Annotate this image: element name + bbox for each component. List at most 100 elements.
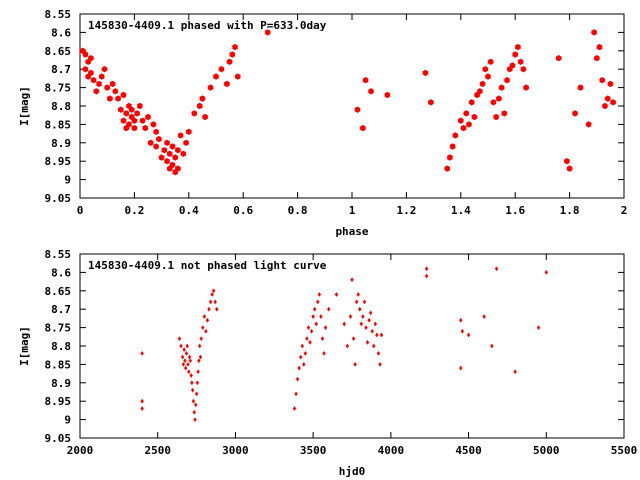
data-point [356, 292, 360, 297]
data-point [161, 147, 168, 154]
data-point [305, 336, 309, 342]
data-point [120, 91, 127, 99]
data-point [364, 325, 368, 330]
y-tick-label: 8.8 [51, 100, 71, 113]
data-point [99, 73, 105, 80]
y-tick-label: 8.75 [45, 82, 72, 95]
data-point [308, 339, 312, 345]
data-point [140, 398, 144, 404]
data-point [156, 135, 162, 143]
data-point [184, 350, 189, 356]
y-tick-label: 8.9 [51, 377, 71, 390]
x-tick-label: 0.4 [179, 204, 199, 217]
data-point [351, 336, 356, 342]
data-point [115, 95, 121, 102]
data-point [460, 328, 465, 334]
data-point [175, 147, 181, 154]
data-point [187, 354, 192, 360]
data-point [158, 154, 165, 161]
plot-frame [79, 13, 625, 199]
x-tick-label: 5500 [611, 444, 638, 457]
data-point [323, 325, 328, 330]
y-tick-label: 8.8 [51, 340, 71, 353]
data-point [187, 369, 191, 375]
data-point [196, 102, 203, 110]
data-point [292, 406, 297, 411]
data-point [585, 121, 592, 128]
data-point [224, 80, 230, 88]
data-point [123, 110, 129, 117]
data-point [428, 99, 434, 106]
data-point [202, 113, 208, 121]
x-tick-label: 0.8 [288, 204, 308, 217]
data-point [232, 43, 238, 51]
x-axis-label: hjd0 [339, 465, 366, 478]
y-tick-label: 8.65 [45, 45, 72, 58]
data-point [452, 132, 459, 139]
data-point [493, 113, 499, 121]
data-point [197, 358, 201, 364]
data-point [322, 350, 326, 356]
axis-ticks: 0 0.2 0.4 0.6 0.8 1 1.2 1.4 1.6 1.8 2 8.55 8.6 8.65 8.… [45, 8, 628, 217]
data-point [509, 62, 516, 69]
y-tick-label: 8.95 [45, 155, 72, 168]
data-point [345, 343, 350, 349]
data-point [422, 69, 429, 77]
axis-ticks: 2000 2500 3000 3500 4000 4500 5000 5500 8.55 8.6 8… [45, 248, 638, 457]
x-tick-label: 1.2 [396, 204, 416, 217]
data-point [316, 299, 320, 305]
x-tick-label: 3000 [222, 444, 249, 457]
data-point [131, 124, 138, 132]
data-point [182, 347, 186, 353]
data-point [487, 58, 494, 65]
x-tick-label: 2000 [67, 444, 94, 457]
data-point [504, 77, 510, 84]
data-point [191, 387, 195, 393]
data-point [90, 77, 97, 84]
data-point [515, 43, 521, 51]
data-point [153, 143, 159, 150]
data-point [213, 73, 219, 80]
data-point [460, 124, 467, 132]
data-point [362, 299, 367, 305]
data-point [555, 55, 562, 62]
data-point [348, 314, 353, 319]
x-tick-label: 0.2 [124, 204, 144, 217]
data-point [309, 328, 314, 334]
x-tick-label: 3500 [300, 444, 327, 457]
data-point [175, 165, 181, 172]
data-point [303, 350, 308, 356]
data-point [140, 350, 144, 356]
data-point [93, 88, 100, 95]
data-point [191, 398, 196, 404]
data-point [494, 266, 499, 272]
data-point [299, 354, 303, 360]
data-point [577, 84, 584, 91]
data-point [544, 270, 548, 275]
data-point [199, 95, 206, 102]
data-point [604, 95, 611, 102]
data-point [342, 321, 346, 327]
data-point [167, 150, 173, 157]
data-point [482, 314, 486, 319]
data-point [317, 292, 322, 297]
data-points [79, 29, 616, 176]
data-point [564, 158, 570, 165]
data-point [107, 95, 113, 102]
data-point [513, 369, 517, 375]
data-point [82, 66, 89, 73]
data-point [88, 55, 94, 62]
data-point [306, 325, 311, 330]
data-point [201, 325, 205, 330]
data-point [190, 380, 194, 386]
data-point [104, 84, 110, 91]
data-point [82, 51, 89, 58]
data-point [199, 336, 203, 342]
data-point [164, 158, 170, 165]
x-tick-label: 0.6 [233, 204, 253, 217]
data-point [482, 66, 489, 73]
data-point [186, 362, 190, 367]
data-point [198, 354, 203, 360]
data-point [424, 266, 429, 272]
data-point [477, 88, 483, 95]
